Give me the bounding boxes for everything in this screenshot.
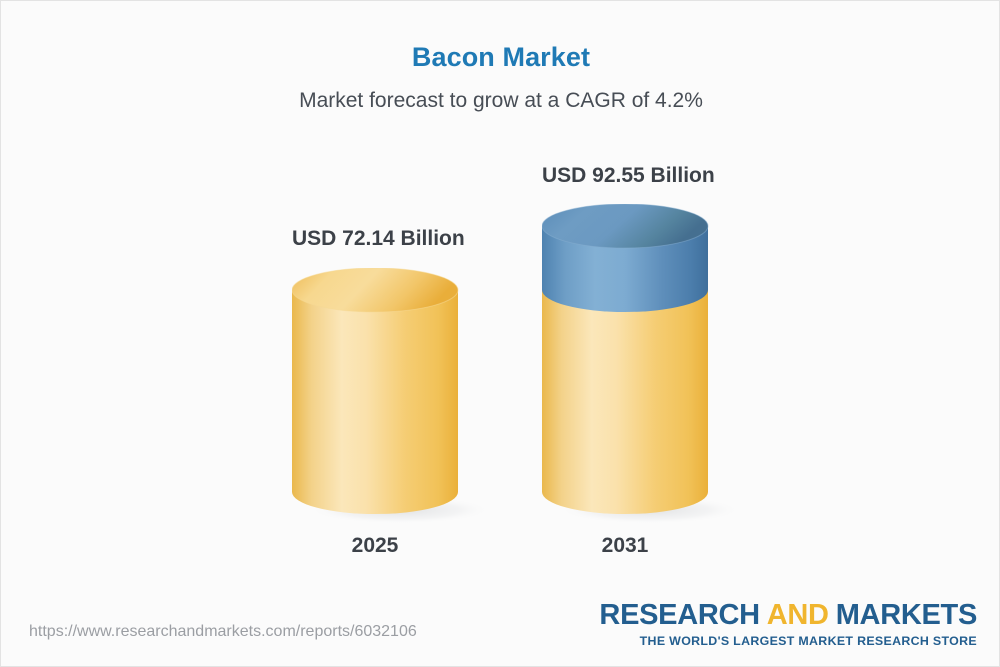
- bar-value-label-2031: USD 92.55 Billion: [542, 164, 715, 187]
- source-url-link[interactable]: https://www.researchandmarkets.com/repor…: [29, 623, 417, 640]
- bar-category-label-2025: 2025: [351, 534, 399, 557]
- bar-value-label-2025: USD 72.14 Billion: [292, 227, 465, 250]
- bar-2025: [292, 268, 492, 524]
- page-title: Bacon Market: [411, 42, 591, 72]
- bar-category-label-2031: 2031: [601, 534, 649, 557]
- brand-word-markets: MARKETS: [835, 599, 978, 631]
- cylinder-2025: [292, 268, 492, 524]
- chart-subtitle: Market forecast to grow at a CAGR of 4.2…: [299, 89, 703, 112]
- brand-word-and: AND: [766, 599, 829, 631]
- brand-logo: RESEARCH AND MARKETS THE WORLD'S LARGEST M…: [599, 601, 977, 648]
- brand-wordmark: RESEARCH AND MARKETS: [599, 601, 977, 630]
- bar-2031: [542, 204, 742, 524]
- cylinder-2031: [542, 204, 742, 524]
- brand-tagline: THE WORLD'S LARGEST MARKET RESEARCH STOR…: [639, 634, 977, 648]
- brand-word-research: RESEARCH: [599, 599, 760, 631]
